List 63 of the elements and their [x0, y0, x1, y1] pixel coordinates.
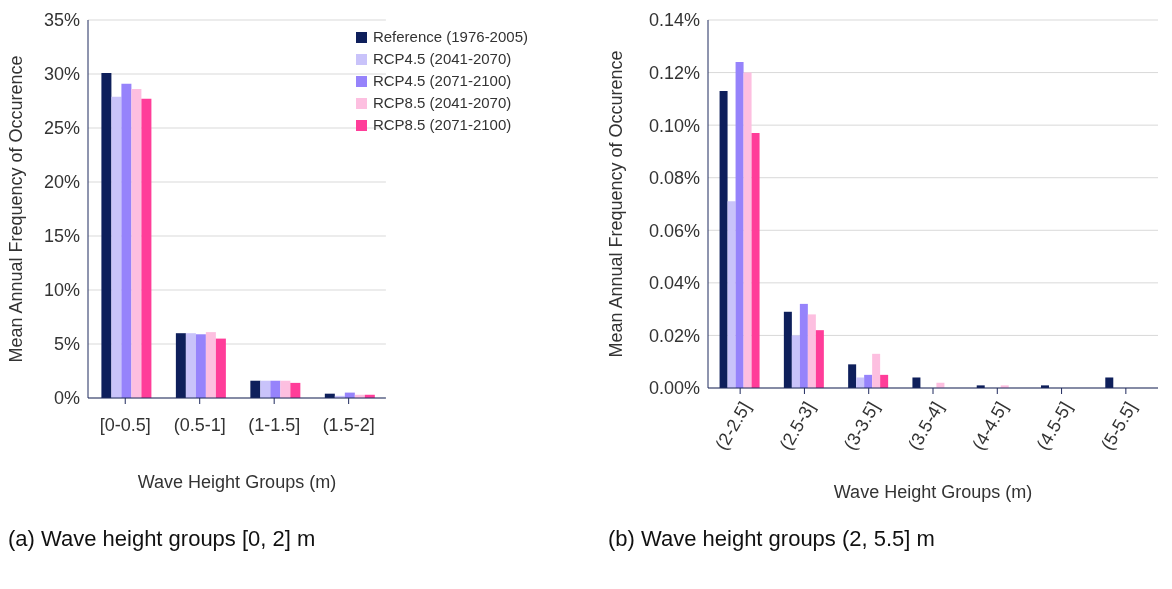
bar [791, 335, 800, 388]
y-tick-label: 0.06% [648, 220, 700, 241]
bar [175, 333, 186, 398]
bar [280, 380, 291, 398]
bar [872, 353, 881, 388]
bar [880, 374, 889, 388]
bar [141, 98, 152, 398]
y-axis-title: Mean Annual Frequency of Occurence [606, 50, 627, 358]
bar [864, 374, 873, 388]
legend-label: RCP8.5 (2071-2100) [372, 115, 512, 135]
y-tick-label: 0.10% [648, 115, 700, 136]
bar [290, 382, 301, 398]
bar [783, 311, 792, 388]
y-tick-label: 15% [43, 226, 80, 247]
bar [735, 62, 744, 388]
y-tick-label: 0.08% [648, 168, 700, 189]
bar [195, 334, 206, 398]
bar [250, 380, 261, 398]
y-tick-label: 25% [43, 118, 80, 139]
bar [856, 377, 865, 388]
legend-label: RCP8.5 (2041-2070) [372, 93, 512, 113]
bar [101, 72, 112, 398]
x-tick-label: (0.5-1] [173, 414, 226, 435]
bar [270, 380, 281, 398]
y-tick-label: 20% [43, 172, 80, 193]
y-tick-label: 10% [43, 280, 80, 301]
y-tick-label: 0.12% [648, 62, 700, 83]
bar [719, 90, 728, 388]
bar [205, 332, 216, 398]
bar [807, 314, 816, 388]
bar [815, 330, 824, 388]
text: (b) Wave height groups (2, 5.5] m [608, 526, 936, 552]
x-axis-title: Wave Height Groups (m) [833, 482, 1033, 502]
bar [848, 364, 857, 388]
y-tick-label: 5% [53, 334, 80, 355]
x-tick-label: [0-0.5] [99, 414, 151, 435]
y-tick-label: 30% [43, 64, 80, 85]
y-tick-label: 0.00% [648, 378, 700, 399]
legend-label: Reference (1976-2005) [372, 27, 528, 47]
x-tick-label: (1-1.5] [248, 414, 301, 435]
bar [799, 303, 808, 388]
legend-label: RCP4.5 (2071-2100) [372, 71, 512, 91]
bar [121, 83, 132, 398]
bar [727, 201, 736, 388]
bar [111, 96, 122, 398]
text: (a) Wave height groups [0, 2] m [8, 526, 317, 552]
y-tick-label: 0% [53, 388, 80, 409]
y-axis-title: Mean Annual Frequency of Occurence [6, 55, 27, 363]
x-tick-label: (1.5-2] [322, 414, 375, 435]
bar [131, 89, 142, 398]
bar [185, 333, 196, 398]
bar [1105, 377, 1114, 388]
x-axis-title: Wave Height Groups (m) [137, 472, 337, 492]
y-tick-label: 35% [43, 10, 80, 31]
bar [912, 377, 921, 388]
legend-label: RCP4.5 (2041-2070) [372, 49, 512, 69]
bar [260, 380, 271, 398]
bar [751, 133, 760, 388]
bar [743, 72, 752, 388]
bar [215, 338, 226, 398]
y-tick-label: 0.14% [648, 10, 700, 31]
y-tick-label: 0.02% [648, 325, 700, 346]
y-tick-label: 0.04% [648, 273, 700, 294]
